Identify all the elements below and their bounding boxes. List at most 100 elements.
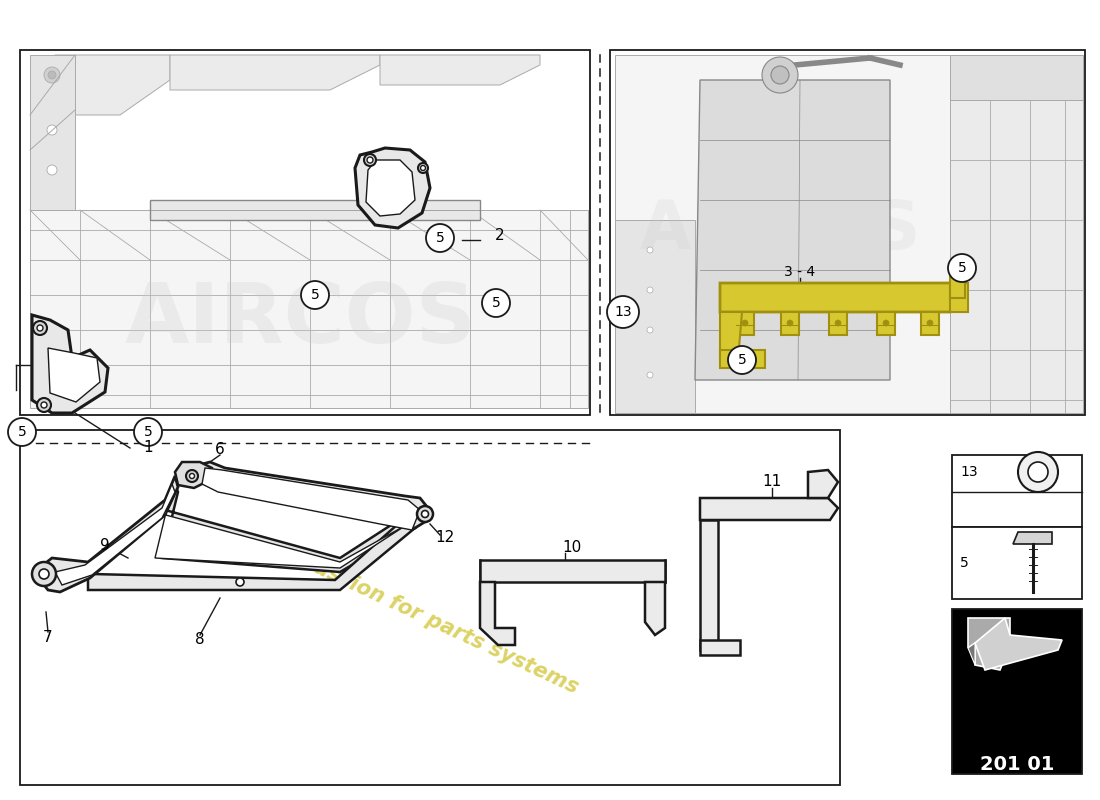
Circle shape <box>786 320 793 326</box>
Circle shape <box>482 289 510 317</box>
Text: AIRCOS: AIRCOS <box>639 197 921 263</box>
Circle shape <box>607 296 639 328</box>
Text: 9: 9 <box>100 538 110 553</box>
Polygon shape <box>877 312 895 335</box>
Text: 5: 5 <box>310 288 319 302</box>
Polygon shape <box>1013 532 1052 544</box>
Polygon shape <box>720 283 958 312</box>
Circle shape <box>728 346 756 374</box>
Polygon shape <box>195 462 428 528</box>
Circle shape <box>8 418 36 446</box>
Circle shape <box>39 569 50 579</box>
Circle shape <box>33 321 47 335</box>
Polygon shape <box>968 618 1010 670</box>
Text: 10: 10 <box>562 541 582 555</box>
Polygon shape <box>170 55 380 90</box>
Polygon shape <box>921 312 939 335</box>
Circle shape <box>647 247 653 253</box>
Polygon shape <box>32 315 108 413</box>
Circle shape <box>647 287 653 293</box>
Polygon shape <box>355 148 430 228</box>
Polygon shape <box>950 283 968 312</box>
Text: 5: 5 <box>958 261 967 275</box>
Bar <box>952 609 1082 774</box>
Circle shape <box>32 562 56 586</box>
Text: 13: 13 <box>960 465 978 479</box>
Polygon shape <box>950 55 1084 100</box>
Polygon shape <box>615 220 695 413</box>
Circle shape <box>134 418 162 446</box>
Polygon shape <box>155 496 408 568</box>
Bar <box>952 527 1082 599</box>
Polygon shape <box>55 55 170 115</box>
Circle shape <box>37 325 43 331</box>
Text: 3 - 4: 3 - 4 <box>784 265 815 279</box>
Polygon shape <box>366 160 415 216</box>
Circle shape <box>948 254 976 282</box>
Circle shape <box>364 154 376 166</box>
Circle shape <box>37 398 51 412</box>
Circle shape <box>418 163 428 173</box>
Polygon shape <box>645 582 665 635</box>
Polygon shape <box>968 643 975 665</box>
Circle shape <box>420 166 426 170</box>
Polygon shape <box>40 476 178 592</box>
Circle shape <box>426 224 454 252</box>
Circle shape <box>1018 452 1058 492</box>
Polygon shape <box>808 470 838 498</box>
Circle shape <box>236 578 244 586</box>
Text: 5: 5 <box>18 425 26 439</box>
Text: 201 01: 201 01 <box>980 755 1054 774</box>
Text: 2: 2 <box>495 227 505 242</box>
Polygon shape <box>30 210 588 408</box>
Polygon shape <box>30 55 75 210</box>
Polygon shape <box>829 312 847 335</box>
Circle shape <box>47 125 57 135</box>
Text: 8: 8 <box>195 633 205 647</box>
Polygon shape <box>695 80 890 380</box>
Text: 6: 6 <box>216 442 224 458</box>
Polygon shape <box>379 55 540 85</box>
Bar <box>610 50 1085 415</box>
Polygon shape <box>55 484 175 585</box>
Text: 5: 5 <box>492 296 500 310</box>
Circle shape <box>835 320 842 326</box>
Polygon shape <box>720 350 764 368</box>
Circle shape <box>762 57 798 93</box>
Bar <box>20 50 590 415</box>
Circle shape <box>186 470 198 482</box>
Circle shape <box>1028 462 1048 482</box>
Polygon shape <box>781 312 799 335</box>
Text: 11: 11 <box>762 474 782 490</box>
Circle shape <box>48 71 56 79</box>
Polygon shape <box>175 462 212 488</box>
Polygon shape <box>950 265 965 298</box>
Polygon shape <box>48 348 100 402</box>
Circle shape <box>44 67 60 83</box>
Circle shape <box>742 320 748 326</box>
Circle shape <box>417 506 433 522</box>
Text: 5: 5 <box>436 231 444 245</box>
Circle shape <box>771 66 789 84</box>
Circle shape <box>41 402 47 408</box>
Polygon shape <box>202 468 420 530</box>
Circle shape <box>647 327 653 333</box>
Polygon shape <box>150 200 480 220</box>
Polygon shape <box>88 516 415 590</box>
Bar <box>20 430 840 785</box>
Circle shape <box>301 281 329 309</box>
Text: 7: 7 <box>43 630 53 646</box>
Text: AIRCOS: AIRCOS <box>124 279 476 361</box>
Circle shape <box>647 372 653 378</box>
Text: a passion for parts systems: a passion for parts systems <box>278 542 582 698</box>
Text: 12: 12 <box>436 530 454 546</box>
Text: 5: 5 <box>960 556 969 570</box>
Polygon shape <box>700 640 740 655</box>
Bar <box>952 455 1082 527</box>
Circle shape <box>927 320 933 326</box>
Polygon shape <box>950 55 1084 413</box>
Polygon shape <box>975 618 1062 670</box>
Circle shape <box>47 165 57 175</box>
Text: 5: 5 <box>144 425 153 439</box>
Circle shape <box>421 510 429 518</box>
